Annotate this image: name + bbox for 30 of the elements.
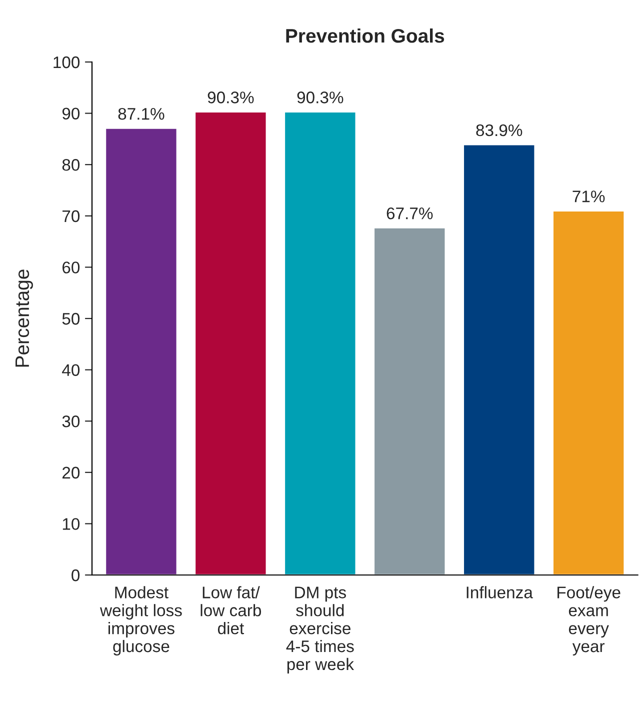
x-tick-label: Influenza (466, 586, 533, 598)
data-label: 67.7% (386, 207, 433, 220)
bar (104, 127, 178, 575)
chart-title: Prevention Goals (286, 28, 444, 43)
y-tick-label: 50 (62, 312, 80, 325)
data-label: 90.3% (208, 92, 254, 104)
x-tick-label: Low fat/ low carb diet (200, 586, 262, 634)
y-tick-label: 10 (62, 518, 80, 530)
y-tick-label: 30 (62, 416, 80, 428)
y-tick-label: 80 (62, 159, 80, 171)
data-label: 87.1% (118, 108, 164, 120)
data-label: 71% (572, 190, 605, 202)
x-tick-label: Modest weight loss improves glucose (100, 586, 182, 656)
y-tick-label: 40 (62, 364, 80, 376)
y-tick-label: 90 (62, 108, 80, 120)
y-tick-label: 0 (72, 569, 80, 582)
y-tick-label: 60 (62, 262, 80, 274)
bar (373, 227, 446, 575)
y-tick-label: 100 (54, 56, 80, 68)
y-tick-label: 70 (62, 210, 80, 222)
x-tick-label: Foot/eye exam every year (558, 586, 620, 656)
y-tick-label: 20 (62, 466, 80, 479)
bar (194, 111, 268, 575)
bar (552, 210, 626, 575)
data-label: 83.9% (476, 124, 522, 136)
y-axis-title: Percentage (16, 270, 33, 367)
bar (462, 144, 536, 575)
data-label: 90.3% (297, 92, 344, 104)
bar (284, 111, 357, 575)
x-tick-label: DM pts should exercise 4-5 times per week (286, 586, 354, 674)
